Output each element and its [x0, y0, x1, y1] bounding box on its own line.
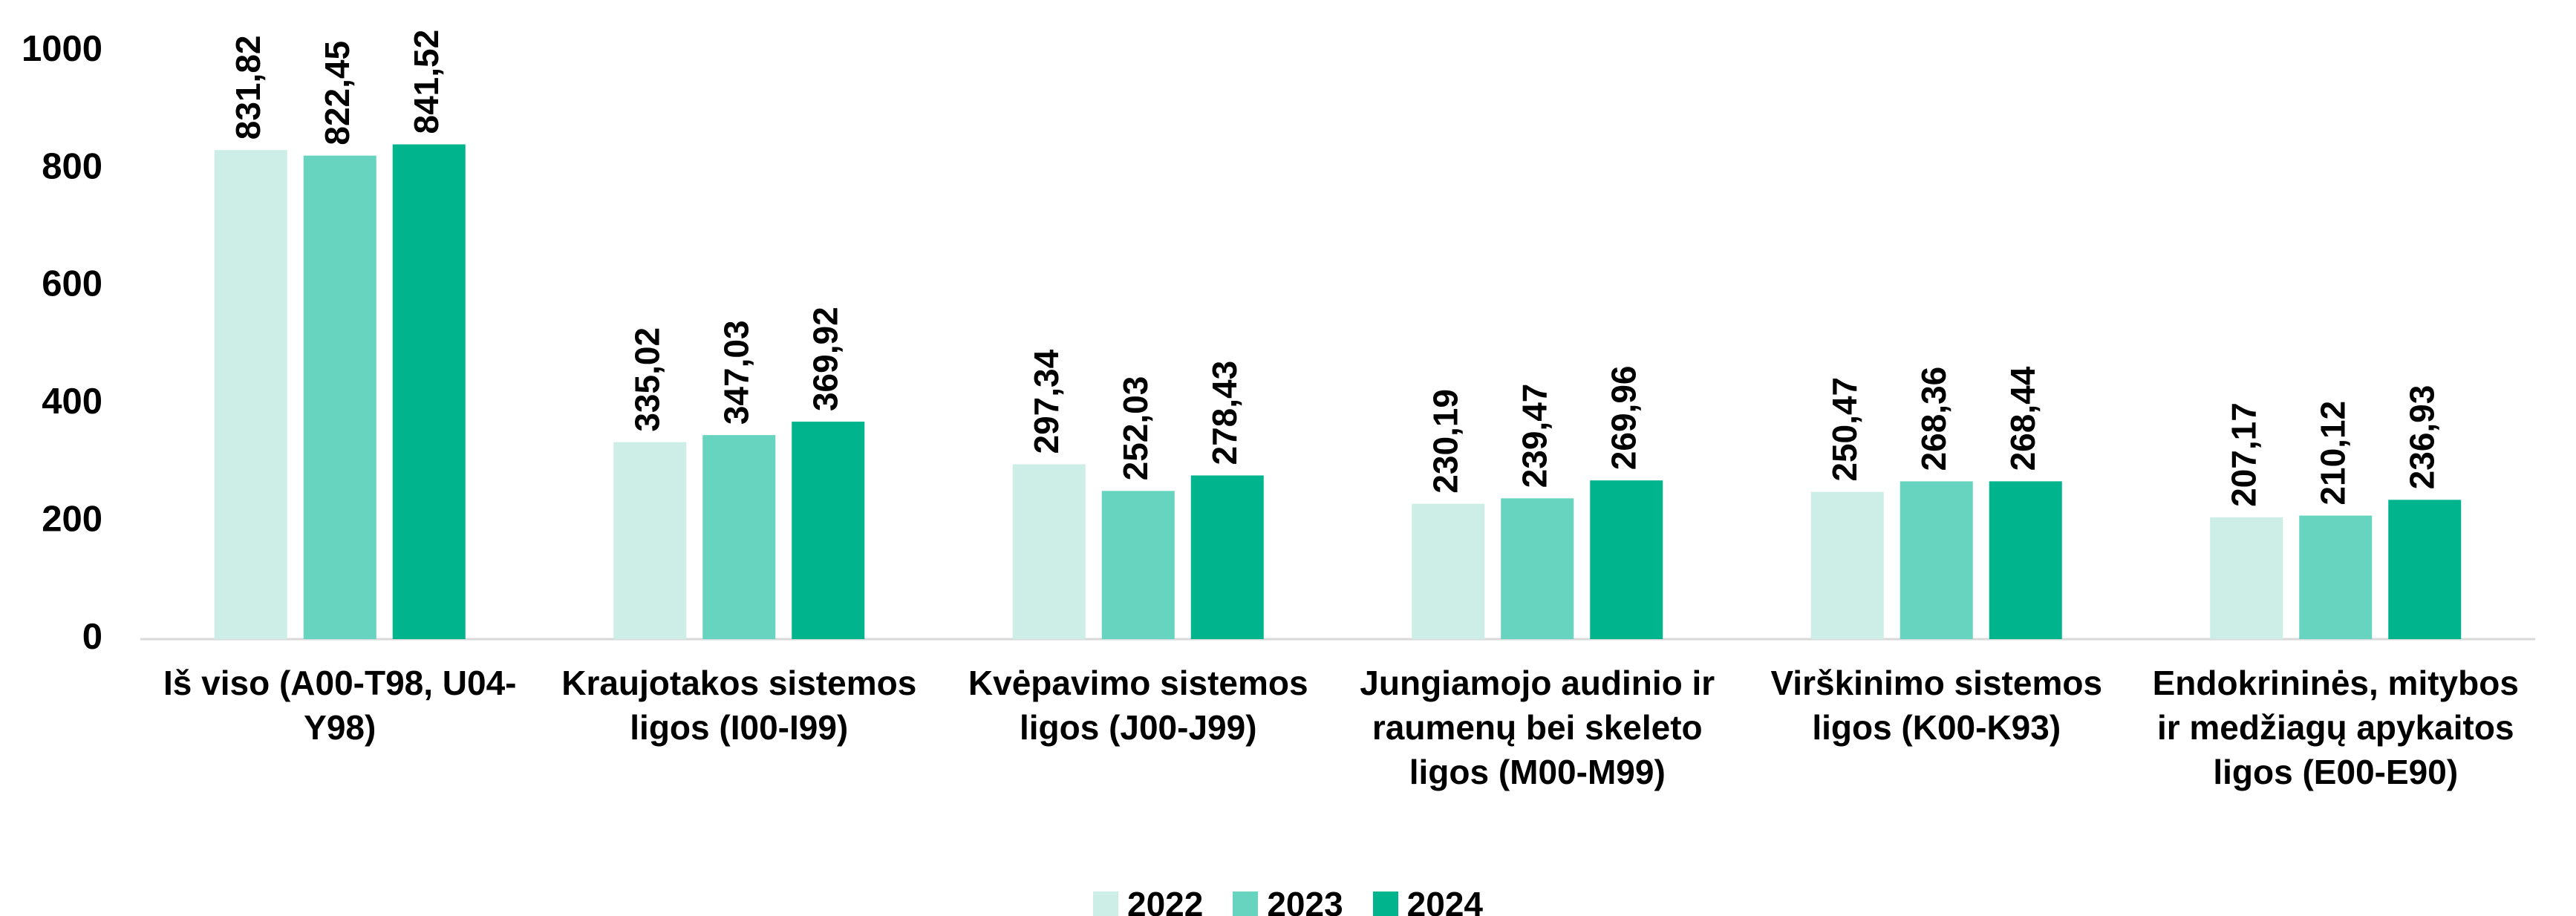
data-label: 831,82 — [229, 35, 267, 140]
legend-swatch — [1233, 892, 1259, 916]
y-tick-label: 200 — [42, 500, 102, 540]
bar — [214, 150, 287, 640]
legend-label: 2023 — [1267, 885, 1343, 916]
y-tick-label: 600 — [42, 264, 102, 304]
legend: 2022 2023 2024 — [0, 883, 2576, 916]
bar — [392, 144, 466, 639]
bar — [2299, 515, 2373, 639]
x-tick-label: Kvėpavimo sistemos ligos (J00-J99) — [968, 664, 1308, 747]
bar — [613, 442, 687, 639]
bar — [1501, 498, 1574, 639]
data-label: 239,47 — [1515, 384, 1553, 488]
data-label: 236,93 — [2402, 385, 2441, 490]
legend-item: 2024 — [1372, 883, 1484, 916]
bar — [2210, 517, 2283, 639]
legend-label: 2022 — [1126, 885, 1204, 916]
y-tick-label: 1000 — [22, 29, 102, 69]
y-tick-label: 0 — [82, 617, 102, 657]
bar — [1012, 464, 1086, 639]
x-tick-label: Jungiamojo audinio ir raumenų bei skelet… — [1360, 664, 1715, 791]
legend-item: 2022 — [1092, 883, 1204, 916]
data-label: 335,02 — [627, 327, 666, 432]
legend-swatch — [1372, 892, 1398, 916]
y-tick-label: 800 — [42, 146, 102, 186]
bar — [1590, 480, 1663, 639]
x-tick-label: Virškinimo sistemos ligos (K00-K93) — [1770, 664, 2103, 747]
data-label: 369,92 — [806, 307, 844, 411]
data-label: 207,17 — [2224, 402, 2263, 507]
data-label: 268,36 — [1914, 367, 1953, 471]
data-label: 269,96 — [1604, 365, 1643, 470]
data-label: 347,03 — [717, 320, 755, 425]
bar — [1101, 491, 1175, 639]
data-label: 230,19 — [1426, 389, 1464, 494]
bar — [2388, 500, 2462, 639]
bar — [1989, 481, 2062, 639]
data-label: 250,47 — [1825, 377, 1864, 482]
data-label: 822,45 — [318, 41, 356, 145]
y-tick-label: 400 — [42, 382, 102, 422]
data-label: 252,03 — [1116, 376, 1155, 481]
bar — [1412, 503, 1485, 639]
x-tick-label: Kraujotakos sistemos ligos (I00-I99) — [561, 664, 917, 747]
data-label: 210,12 — [2313, 401, 2352, 506]
bar — [1810, 491, 1884, 639]
legend-swatch — [1092, 892, 1118, 916]
bar — [792, 422, 865, 639]
bar — [303, 155, 376, 639]
x-tick-label: Iš viso (A00-T98, U04-Y98) — [163, 664, 517, 747]
bar — [1900, 481, 1973, 639]
legend-label: 2024 — [1406, 885, 1484, 916]
data-label: 278,43 — [1205, 361, 1244, 465]
legend-item: 2023 — [1233, 883, 1343, 916]
data-label: 841,52 — [407, 30, 446, 134]
x-tick-label: Endokrininės, mitybos ir medžiagų apykai… — [2152, 664, 2519, 791]
data-label: 268,44 — [2003, 366, 2042, 471]
bar — [1190, 475, 1264, 639]
data-label: 297,34 — [1027, 349, 1066, 454]
bar — [702, 435, 776, 639]
